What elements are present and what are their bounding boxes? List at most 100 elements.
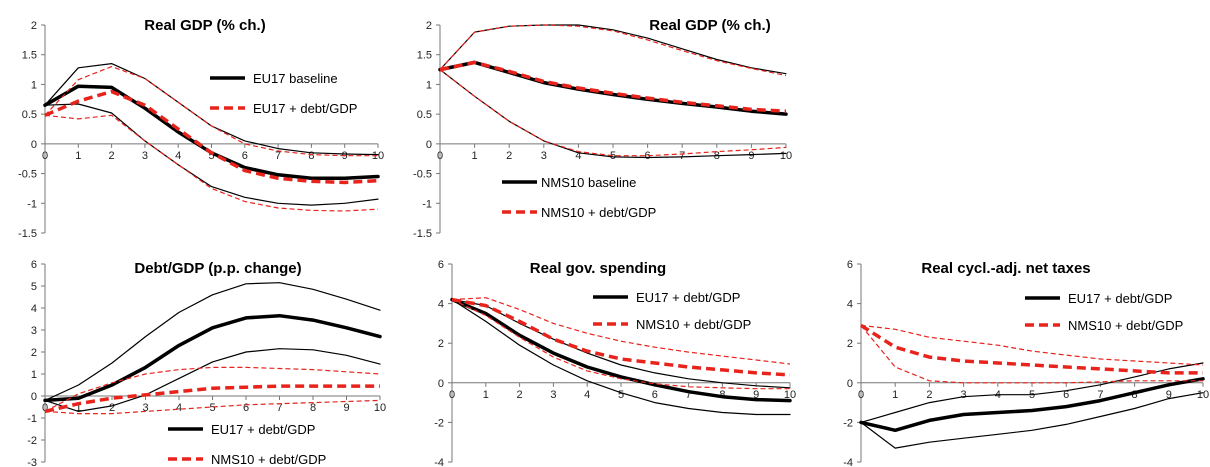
y-tick-label: 2 (31, 20, 37, 32)
chart-title: Real gov. spending (530, 260, 666, 277)
series-line (439, 69, 787, 157)
legend-label: NMS10 baseline (541, 175, 636, 190)
x-tick-label: 2 (506, 150, 512, 162)
series-line (43, 84, 380, 181)
x-tick-label: 6 (242, 150, 248, 162)
y-tick-label: 0.5 (417, 109, 432, 121)
chart-title: Debt/GDP (p.p. change) (134, 260, 301, 277)
y-tick-label: 0 (31, 391, 37, 403)
x-tick-label: 7 (686, 389, 692, 401)
legend-label: NMS10 + debt/GDP (541, 205, 656, 220)
x-tick-label: 8 (308, 150, 314, 162)
y-tick-label: 6 (847, 259, 853, 271)
series-line (439, 24, 787, 77)
series-line (43, 313, 382, 403)
x-tick-label: 7 (1097, 389, 1103, 401)
y-tick-label: 4 (31, 303, 37, 315)
series-line (451, 299, 791, 389)
x-tick-label: 7 (679, 150, 685, 162)
x-tick-label: 5 (618, 389, 624, 401)
y-tick-label: 1 (426, 79, 432, 91)
series-line (439, 60, 787, 113)
x-tick-label: 3 (142, 402, 148, 414)
y-tick-label: 1 (31, 79, 37, 91)
x-tick-label: 1 (75, 402, 81, 414)
legend-label: EU17 + debt/GDP (211, 422, 315, 437)
series-line (860, 392, 1204, 449)
y-tick-label: 0 (847, 378, 853, 390)
series-line (451, 297, 791, 377)
x-tick-label: 9 (753, 389, 759, 401)
x-tick-label: 2 (517, 389, 523, 401)
y-tick-label: 4 (438, 299, 444, 311)
series-line (451, 299, 791, 416)
series-line (44, 348, 381, 412)
x-tick-label: 4 (175, 150, 181, 162)
series-line (44, 65, 378, 157)
legend-label: NMS10 + debt/GDP (636, 317, 751, 332)
y-tick-label: 2 (438, 338, 444, 350)
x-tick-label: 2 (109, 402, 115, 414)
chart-title: Real GDP (% ch.) (649, 17, 770, 34)
x-tick-label: 9 (1166, 389, 1172, 401)
x-tick-label: 6 (1063, 389, 1069, 401)
x-tick-label: 5 (209, 402, 215, 414)
series-line (44, 103, 379, 206)
x-tick-label: 6 (243, 402, 249, 414)
x-tick-label: 4 (584, 389, 590, 401)
y-tick-label: 1 (31, 369, 37, 381)
y-tick-label: 3 (31, 325, 37, 337)
y-tick-label: -2 (27, 435, 37, 447)
x-tick-label: 4 (176, 402, 182, 414)
y-tick-label: 4 (847, 299, 853, 311)
chart-title: Real GDP (% ch.) (144, 17, 265, 34)
chart-panel-3: -3 -2 -1 0 1 2 3 4 5 6 0 1 2 3 4 5 6 7 8 9 10 Debt/GDP (p.p. … (27, 259, 386, 467)
x-tick-label: 0 (437, 150, 443, 162)
series-line (44, 89, 379, 185)
series-line (451, 299, 790, 390)
x-tick-label: 10 (374, 402, 386, 414)
y-tick-label: -0.5 (18, 169, 37, 181)
legend-label: EU17 + debt/GDP (1068, 291, 1172, 306)
y-tick-label: 2 (426, 20, 432, 32)
y-tick-label: -2 (843, 417, 853, 429)
x-tick-label: 9 (343, 402, 349, 414)
x-tick-label: 1 (892, 389, 898, 401)
x-tick-label: 0 (42, 150, 48, 162)
x-tick-label: 6 (645, 150, 651, 162)
x-tick-label: 1 (472, 150, 478, 162)
x-tick-label: 1 (483, 389, 489, 401)
y-tick-label: -4 (434, 457, 444, 467)
legend-label: EU17 + debt/GDP (253, 101, 357, 116)
x-tick-label: 0 (449, 389, 455, 401)
x-tick-label: 3 (142, 150, 148, 162)
series-line (451, 297, 791, 365)
legend-label: EU17 + debt/GDP (636, 290, 740, 305)
y-tick-label: -0.5 (413, 169, 432, 181)
series-line (860, 323, 1203, 375)
x-tick-label: 9 (748, 150, 754, 162)
x-tick-label: 8 (719, 389, 725, 401)
y-tick-label: 1.5 (417, 50, 432, 62)
series-line (450, 297, 792, 403)
y-tick-label: 0.5 (22, 109, 37, 121)
x-tick-label: 10 (1197, 389, 1209, 401)
x-tick-label: 10 (784, 389, 796, 401)
series-line (44, 114, 379, 212)
x-tick-label: 10 (372, 150, 384, 162)
y-tick-label: 1.5 (22, 50, 37, 62)
series-line (859, 377, 1205, 433)
x-tick-label: 3 (541, 150, 547, 162)
y-tick-label: 2 (31, 347, 37, 359)
legend-label: EU17 baseline (253, 71, 338, 86)
y-tick-label: 6 (31, 259, 37, 271)
y-tick-label: -1.5 (18, 228, 37, 240)
x-tick-label: 0 (858, 389, 864, 401)
x-tick-label: 7 (275, 150, 281, 162)
x-tick-label: 0 (42, 402, 48, 414)
x-tick-label: 5 (610, 150, 616, 162)
y-tick-label: -1 (27, 413, 37, 425)
x-tick-label: 2 (109, 150, 115, 162)
